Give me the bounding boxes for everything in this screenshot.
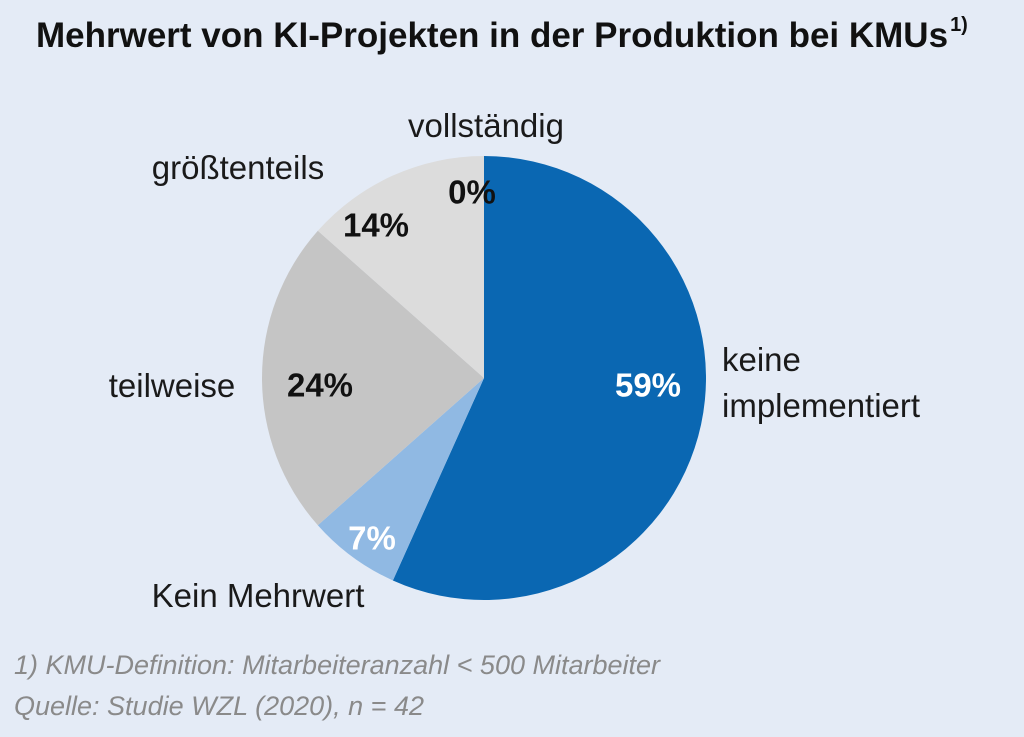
pie-slice-teilweise (261, 230, 484, 526)
category-label-line: Kein Mehrwert (152, 577, 365, 614)
chart-title-text: Mehrwert von KI-Projekten in der Produkt… (36, 16, 949, 55)
category-label-kein-mehrwert: Kein Mehrwert (152, 577, 365, 614)
value-label-groesstenteils: 14% (343, 207, 409, 244)
category-label-line: implementiert (722, 387, 920, 424)
pie-slice-kein-mehrwert (317, 378, 484, 581)
category-label-line: teilweise (109, 367, 236, 404)
value-label-teilweise: 24% (287, 367, 353, 404)
category-label-vollstaendig: vollständig (408, 107, 564, 144)
footnote-source: Quelle: Studie WZL (2020), n = 42 (14, 691, 424, 721)
chart-title-footnote-marker: 1) (950, 14, 968, 36)
value-label-vollstaendig: 0% (448, 174, 496, 211)
category-label-keine-implementiert: keine implementiert (722, 341, 920, 424)
category-label-line: vollständig (408, 107, 564, 144)
value-label-keine-implementiert: 59% (615, 367, 681, 404)
category-label-teilweise: teilweise (109, 367, 236, 404)
value-label-kein-mehrwert: 7% (348, 520, 396, 557)
pie-slice-groesstenteils (317, 156, 484, 378)
category-label-line: keine (722, 341, 801, 378)
category-label-groesstenteils: größtenteils (152, 149, 324, 186)
category-label-line: größtenteils (152, 149, 324, 186)
footnote-definition: 1) KMU-Definition: Mitarbeiteranzahl < 5… (14, 650, 661, 680)
pie-slice-keine-implementiert (392, 156, 707, 600)
chart-title: Mehrwert von KI-Projekten in der Produkt… (36, 14, 1016, 56)
